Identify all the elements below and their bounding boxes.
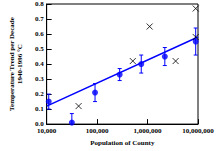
svg-text:0.2: 0.2 [35,90,44,98]
svg-text:0.7: 0.7 [35,15,44,23]
svg-text:0.1: 0.1 [35,105,44,113]
svg-text:0.4: 0.4 [35,60,44,68]
svg-text:Population of County: Population of County [90,139,155,147]
svg-text:Temperature Trend per Decade: Temperature Trend per Decade [8,17,16,111]
svg-text:0.5: 0.5 [35,45,44,53]
svg-text:100,000: 100,000 [86,127,109,135]
svg-text:0.0: 0.0 [34,120,44,129]
svg-text:0.3: 0.3 [35,75,44,83]
svg-text:1940-1996 °C: 1940-1996 °C [16,44,24,84]
svg-text:10,000,000: 10,000,000 [182,127,214,135]
svg-text:0.8: 0.8 [35,0,44,8]
svg-text:10,000: 10,000 [37,127,57,135]
svg-text:1,000,000: 1,000,000 [134,127,163,135]
svg-text:0.6: 0.6 [35,30,44,38]
